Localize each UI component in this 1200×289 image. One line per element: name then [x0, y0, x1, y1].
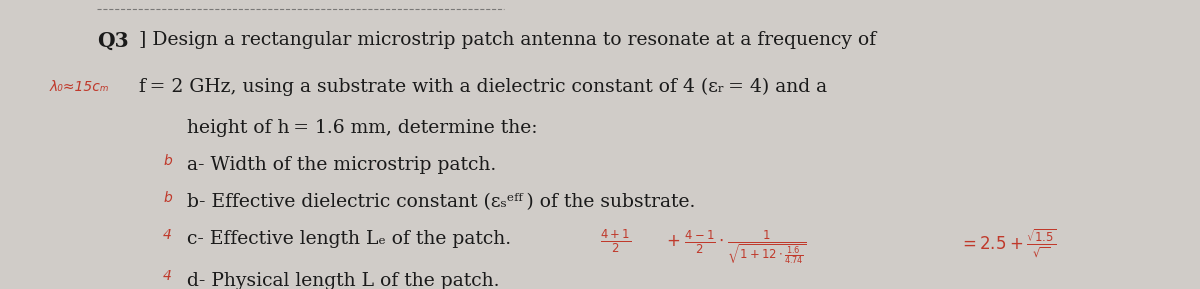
- Text: λ₀≈15ᴄₘ: λ₀≈15ᴄₘ: [49, 80, 109, 94]
- Text: Q3: Q3: [97, 31, 128, 51]
- Text: $+\;\frac{4-1}{2}\cdot\frac{1}{\sqrt{1+12\cdot\frac{1.6}{4.74}}}$: $+\;\frac{4-1}{2}\cdot\frac{1}{\sqrt{1+1…: [666, 228, 806, 265]
- Text: a- Width of the microstrip patch.: a- Width of the microstrip patch.: [187, 156, 497, 174]
- Text: d- Physical length L of the patch.: d- Physical length L of the patch.: [187, 272, 499, 289]
- Text: b: b: [163, 191, 172, 205]
- Text: ] Design a rectangular microstrip patch antenna to resonate at a frequency of: ] Design a rectangular microstrip patch …: [139, 31, 876, 49]
- Text: $\frac{4+1}{2}$: $\frac{4+1}{2}$: [600, 228, 631, 255]
- Text: 4: 4: [163, 228, 172, 242]
- Text: $=2.5+\frac{\sqrt{1.5}}{\sqrt{\;\;}}$: $=2.5+\frac{\sqrt{1.5}}{\sqrt{\;\;}}$: [959, 228, 1056, 260]
- Text: b: b: [163, 154, 172, 168]
- Text: height of h = 1.6 mm, determine the:: height of h = 1.6 mm, determine the:: [187, 119, 538, 138]
- Text: 4: 4: [163, 270, 172, 284]
- Text: c- Effective length Lₑ of the patch.: c- Effective length Lₑ of the patch.: [187, 230, 511, 248]
- Text: f = 2 GHz, using a substrate with a dielectric constant of 4 (εᵣ = 4) and a: f = 2 GHz, using a substrate with a diel…: [139, 78, 827, 96]
- Text: b- Effective dielectric constant (εₛᵉᶠᶠ ) of the substrate.: b- Effective dielectric constant (εₛᵉᶠᶠ …: [187, 193, 695, 211]
